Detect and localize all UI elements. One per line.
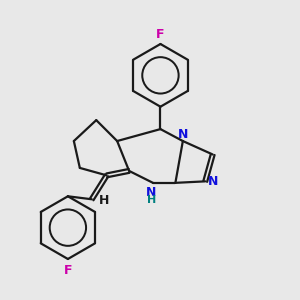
Text: N: N	[208, 175, 218, 188]
Text: F: F	[156, 28, 165, 41]
Text: N: N	[146, 186, 157, 199]
Text: N: N	[178, 128, 189, 141]
Text: H: H	[147, 195, 156, 205]
Text: H: H	[99, 194, 110, 207]
Text: F: F	[64, 264, 72, 277]
